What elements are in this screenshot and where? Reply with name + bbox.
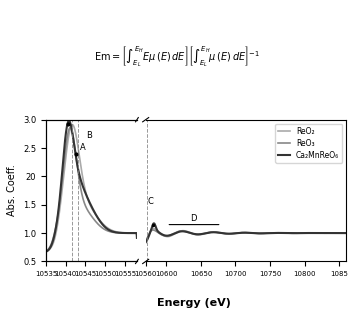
Text: $\mathrm{Em} = \left[\int_{E_L}^{E_H} E\mu\,(E)\,dE\right]\left[\int_{E_L}^{E_H}: $\mathrm{Em} = \left[\int_{E_L}^{E_H} E\…: [94, 44, 259, 69]
Legend: ReO₂, ReO₃, Ca₂MnReO₆: ReO₂, ReO₃, Ca₂MnReO₆: [275, 123, 342, 163]
Text: Energy (eV): Energy (eV): [157, 298, 231, 307]
Y-axis label: Abs. Coeff.: Abs. Coeff.: [7, 165, 17, 216]
Text: D: D: [191, 214, 197, 223]
Text: A: A: [79, 143, 85, 152]
Text: B: B: [86, 131, 92, 140]
Text: C: C: [148, 197, 153, 206]
